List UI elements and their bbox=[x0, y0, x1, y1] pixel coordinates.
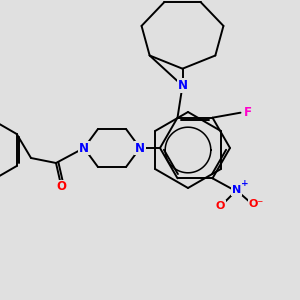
Text: N: N bbox=[178, 79, 188, 92]
Text: O⁻: O⁻ bbox=[249, 199, 264, 209]
Text: O: O bbox=[216, 201, 225, 211]
Text: N: N bbox=[135, 142, 145, 154]
Text: O: O bbox=[56, 181, 66, 194]
Text: F: F bbox=[244, 106, 251, 119]
Text: N: N bbox=[232, 185, 241, 195]
Text: N: N bbox=[79, 142, 89, 154]
Text: +: + bbox=[241, 179, 248, 188]
